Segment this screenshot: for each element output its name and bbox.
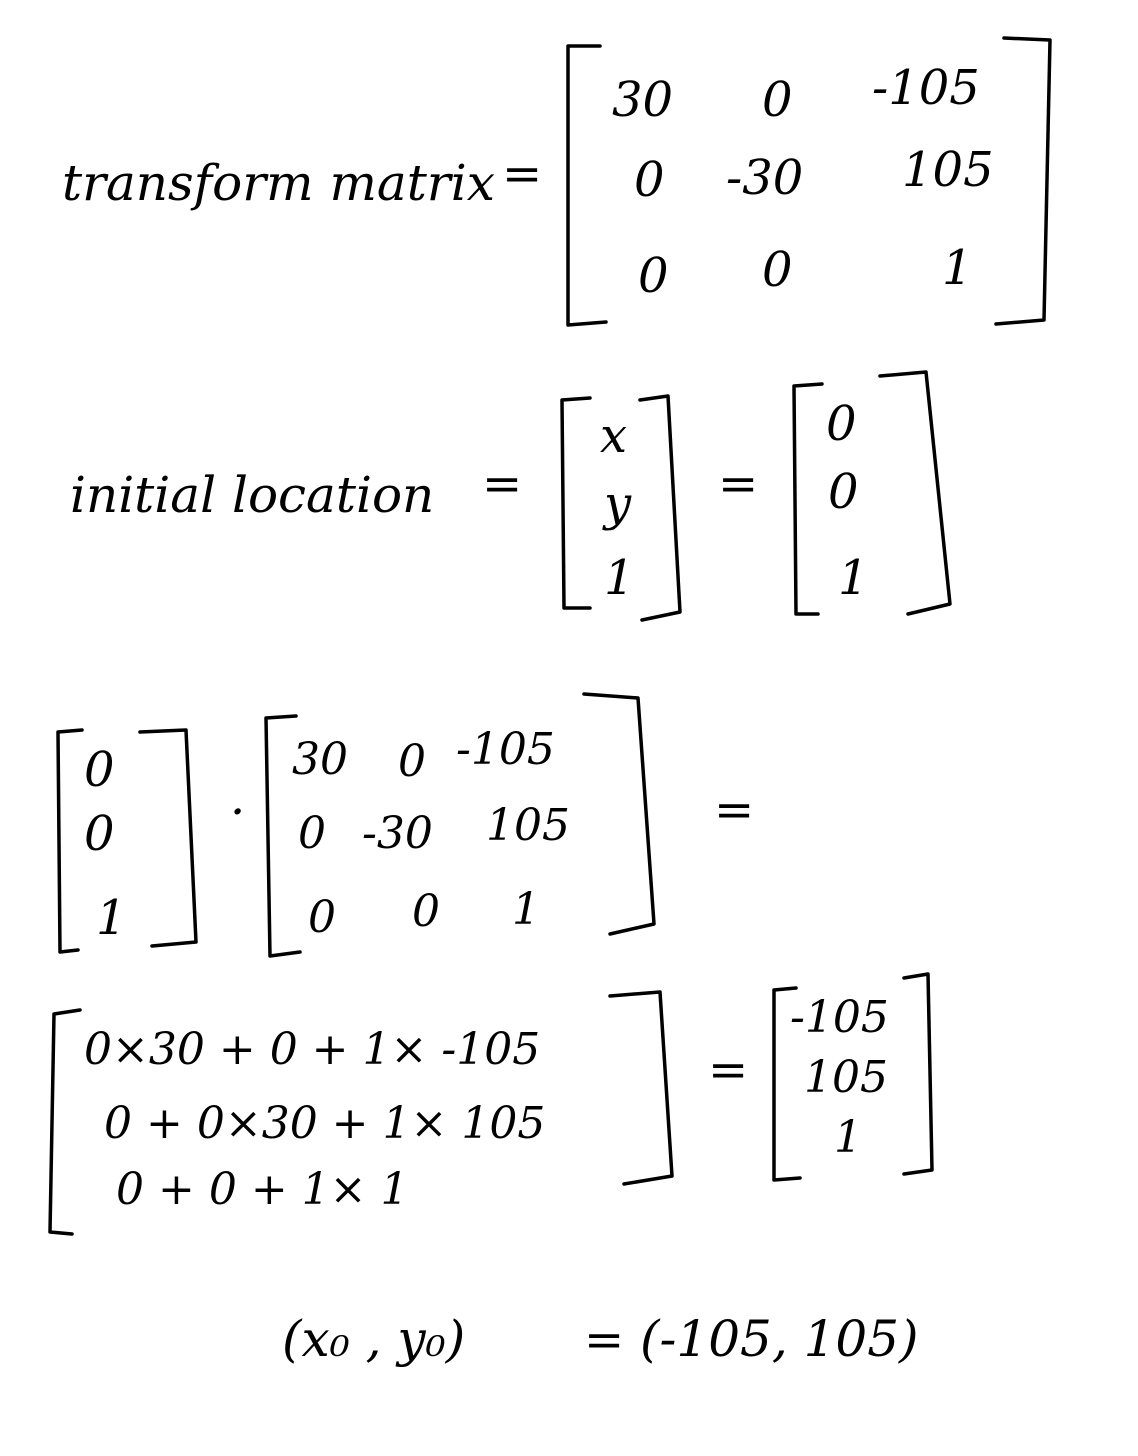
matrix-cell: 0 bbox=[762, 242, 793, 298]
equals-sign: = bbox=[718, 456, 758, 512]
expansion-row: 0 + 0 + 1× 1 bbox=[116, 1164, 409, 1215]
vector-cell: 0 bbox=[828, 464, 859, 520]
matrix-cell: 0 bbox=[762, 72, 793, 128]
final-coordinates-label: (x₀ , y₀) bbox=[282, 1310, 465, 1368]
expansion-row: 0 + 0×30 + 1× 105 bbox=[104, 1098, 545, 1149]
matrix-cell: 1 bbox=[942, 240, 973, 296]
right-bracket bbox=[996, 38, 1050, 324]
result-vector: -105 105 1 bbox=[790, 992, 889, 1163]
matrix-cell: 30 bbox=[292, 734, 348, 785]
vector-cell: -105 bbox=[790, 992, 889, 1043]
vector-cell: 1 bbox=[838, 550, 869, 606]
vector-cell: 105 bbox=[804, 1052, 888, 1103]
matrix-cell: 0 bbox=[634, 152, 665, 208]
left-bracket bbox=[562, 398, 590, 608]
equals-sign: = bbox=[714, 782, 754, 838]
matrix-cell: 0 bbox=[298, 808, 326, 859]
dot-operator: · bbox=[230, 784, 245, 840]
right-bracket bbox=[610, 992, 672, 1184]
right-bracket bbox=[904, 974, 932, 1174]
left-bracket bbox=[50, 1010, 80, 1234]
vector-cell: 0 bbox=[84, 742, 115, 798]
vector-cell: 1 bbox=[834, 1112, 862, 1163]
product-matrix: 30 0 -105 0 -30 105 0 0 1 bbox=[292, 724, 570, 943]
right-bracket bbox=[584, 694, 654, 934]
matrix-cell: 0 bbox=[638, 248, 669, 304]
matrix-cell: 0 bbox=[398, 736, 426, 787]
vector-cell: 1 bbox=[604, 550, 635, 606]
final-coordinates-value: (-105, 105) bbox=[640, 1310, 919, 1368]
matrix-cell: -30 bbox=[362, 808, 433, 859]
transform-matrix: 30 0 -105 0 -30 105 0 0 1 bbox=[612, 60, 994, 304]
left-bracket bbox=[794, 384, 822, 614]
matrix-cell: 1 bbox=[512, 884, 540, 935]
vector-cell: 1 bbox=[96, 890, 127, 946]
right-bracket bbox=[140, 730, 196, 946]
equals-sign: = bbox=[584, 1312, 624, 1368]
left-bracket bbox=[58, 730, 82, 952]
matrix-cell: 0 bbox=[412, 886, 440, 937]
left-bracket bbox=[568, 46, 606, 325]
initial-vector: 0 0 1 bbox=[826, 396, 869, 606]
vector-cell: x bbox=[600, 408, 627, 464]
initial-location-label: initial location bbox=[70, 466, 434, 524]
symbolic-vector: x y 1 bbox=[600, 408, 635, 606]
equals-sign: = bbox=[482, 456, 522, 512]
expansion-row: 0×30 + 0 + 1× -105 bbox=[84, 1024, 540, 1075]
matrix-cell: 105 bbox=[902, 142, 994, 198]
transform-matrix-label: transform matrix bbox=[62, 154, 495, 212]
vector-cell: 0 bbox=[826, 396, 857, 452]
equals-sign: = bbox=[708, 1042, 748, 1098]
equals-sign: = bbox=[502, 146, 542, 202]
matrix-cell: 105 bbox=[486, 800, 570, 851]
matrix-cell: -105 bbox=[456, 724, 555, 775]
expansion-matrix: 0×30 + 0 + 1× -105 0 + 0×30 + 1× 105 0 +… bbox=[84, 1024, 545, 1215]
product-left-vector: 0 0 1 bbox=[84, 742, 127, 946]
matrix-cell: -30 bbox=[726, 150, 803, 206]
right-bracket bbox=[640, 396, 680, 620]
matrix-cell: -105 bbox=[872, 60, 980, 116]
right-bracket bbox=[880, 372, 950, 614]
matrix-cell: 30 bbox=[612, 72, 673, 128]
vector-cell: 0 bbox=[84, 806, 115, 862]
matrix-cell: 0 bbox=[308, 892, 336, 943]
vector-cell: y bbox=[602, 476, 632, 532]
